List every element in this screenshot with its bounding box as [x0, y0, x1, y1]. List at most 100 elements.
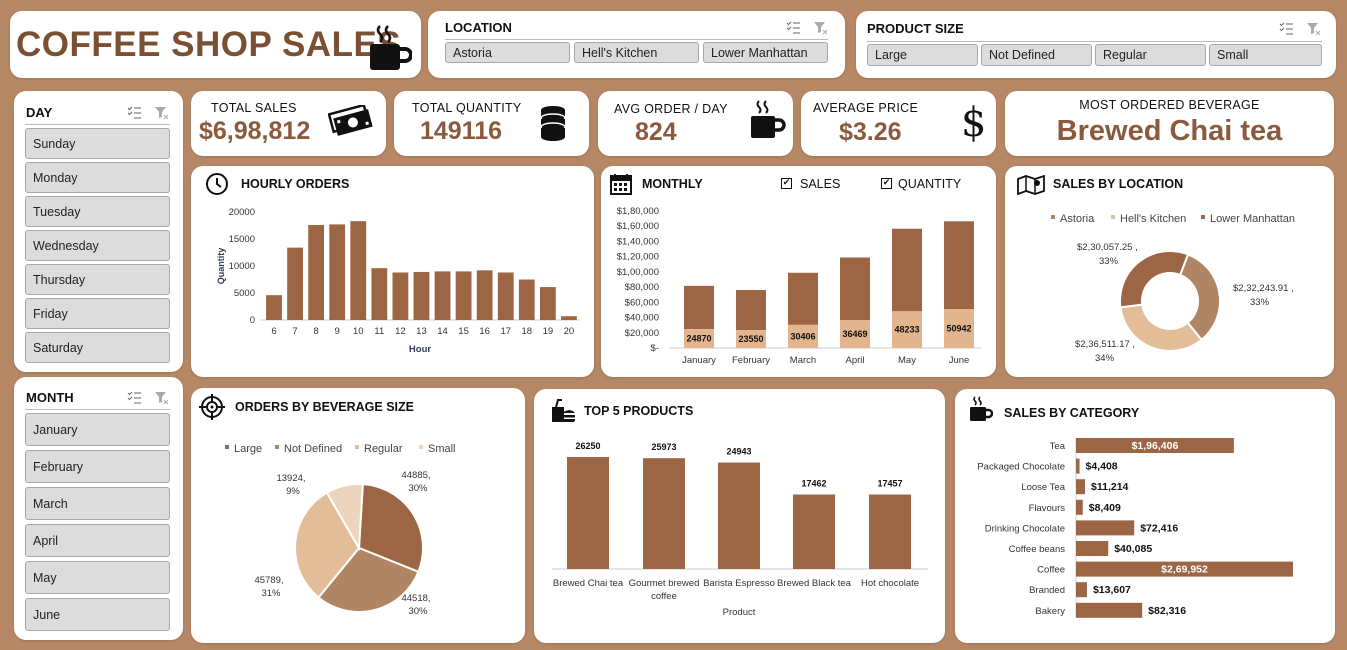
- pie-slice: [294, 491, 361, 599]
- panel-title: SALES BY LOCATION: [1053, 177, 1184, 191]
- location-option-lower-manhattan[interactable]: Lower Manhattan: [703, 42, 828, 63]
- kpi-total-quantity: TOTAL QUANTITY 149116: [394, 91, 589, 156]
- month-option[interactable]: January: [25, 413, 170, 446]
- data-label: 44518,: [401, 593, 430, 604]
- size-option-not-defined[interactable]: Not Defined: [981, 44, 1092, 66]
- hourly-bar: [371, 268, 388, 320]
- hourly-bar: [518, 279, 535, 320]
- quantity-checkbox[interactable]: ✔: [881, 178, 892, 189]
- clear-filter-icon[interactable]: [1306, 21, 1321, 40]
- x-tick-label: 11: [374, 326, 384, 337]
- x-tick-label: Brewed Chai tea: [553, 578, 624, 589]
- x-tick-label: 14: [437, 326, 448, 337]
- kpi-avg-order: AVG ORDER / DAY 824: [598, 91, 793, 156]
- data-label: 30%: [408, 606, 428, 617]
- x-tick-label: April: [845, 355, 864, 366]
- orders-by-size-chart: Large Not Defined Regular Small 44885, 30% 445…: [225, 443, 456, 617]
- day-option[interactable]: Saturday: [25, 332, 170, 363]
- y-tick-label: Flavours: [1029, 503, 1066, 514]
- multi-select-icon[interactable]: [786, 20, 801, 39]
- y-tick-label: 5000: [234, 288, 255, 299]
- month-option[interactable]: May: [25, 561, 170, 594]
- clear-filter-icon[interactable]: [813, 20, 828, 39]
- kpi-avg-price: AVERAGE PRICE $3.26 $: [801, 91, 996, 156]
- day-option[interactable]: Friday: [25, 298, 170, 329]
- quantity-bar: [892, 311, 922, 348]
- hourly-bar: [455, 271, 472, 320]
- x-tick-label: February: [732, 355, 770, 366]
- month-option[interactable]: April: [25, 524, 170, 557]
- data-label: 44885,: [401, 470, 430, 481]
- y-tick-label: Coffee: [1037, 565, 1065, 576]
- hourly-bar: [476, 270, 493, 320]
- kpi-value: $6,98,812: [199, 117, 311, 145]
- size-option-large[interactable]: Large: [867, 44, 978, 66]
- day-slicer: DAY Sunday Monday Tuesday Wednesday Thur…: [14, 91, 183, 372]
- pie-slice: [357, 483, 424, 574]
- category-bar: [1076, 479, 1086, 495]
- data-label: $4,408: [1086, 461, 1118, 473]
- clear-filter-icon[interactable]: [154, 390, 169, 409]
- category-bar: [1076, 602, 1143, 618]
- quantity-data-label: 48233: [894, 325, 919, 335]
- day-option[interactable]: Wednesday: [25, 230, 170, 261]
- category-bar: [1076, 458, 1080, 474]
- x-tick-label: March: [790, 355, 816, 366]
- month-option[interactable]: February: [25, 450, 170, 483]
- multi-select-icon[interactable]: [1279, 21, 1294, 40]
- quantity-bar: [788, 324, 818, 348]
- location-option-hells-kitchen[interactable]: Hell's Kitchen: [574, 42, 699, 63]
- data-label: 33%: [1099, 256, 1119, 267]
- legend-label: Large: [234, 443, 262, 455]
- database-icon: [540, 105, 566, 147]
- sales-checkbox[interactable]: ✔: [781, 178, 792, 189]
- hourly-bar: [392, 272, 409, 320]
- day-option[interactable]: Monday: [25, 162, 170, 193]
- product-size-slicer-label: PRODUCT SIZE: [867, 21, 964, 36]
- clear-filter-icon[interactable]: [154, 105, 169, 124]
- category-bar: [1076, 561, 1293, 577]
- orders-by-size-panel: ORDERS BY BEVERAGE SIZE Large Not Defined…: [191, 388, 525, 643]
- page-title: COFFEE SHOP SALES: [16, 25, 402, 64]
- legend-label: Regular: [364, 443, 403, 455]
- sales-by-location-panel: SALES BY LOCATION Astoria Hell's Kitchen L…: [1005, 166, 1334, 377]
- quantity-bar: [944, 309, 974, 348]
- month-option[interactable]: March: [25, 487, 170, 520]
- x-tick-label: Gourmet brewed: [629, 578, 700, 589]
- kpi-value: 149116: [420, 117, 503, 145]
- location-option-astoria[interactable]: Astoria: [445, 42, 570, 63]
- data-label: $72,416: [1140, 522, 1178, 534]
- day-option[interactable]: Thursday: [25, 264, 170, 295]
- category-bar: [1076, 541, 1109, 556]
- x-tick-label: 9: [335, 326, 340, 337]
- panel-title: SALES BY CATEGORY: [1004, 406, 1140, 420]
- quantity-data-label: 23550: [738, 334, 763, 344]
- x-tick-label: June: [949, 355, 970, 366]
- month-slicer-label: MONTH: [26, 390, 74, 405]
- panel-title: TOP 5 PRODUCTS: [584, 404, 694, 418]
- coffee-cup-icon: [368, 23, 413, 75]
- kpi-most-ordered: MOST ORDERED BEVERAGE Brewed Chai tea: [1005, 91, 1334, 156]
- month-option[interactable]: June: [25, 598, 170, 631]
- day-option[interactable]: Tuesday: [25, 196, 170, 227]
- size-option-small[interactable]: Small: [1209, 44, 1322, 66]
- hourly-bar: [350, 221, 367, 320]
- x-tick-label: 10: [353, 326, 364, 337]
- day-option[interactable]: Sunday: [25, 128, 170, 159]
- hourly-bar: [497, 272, 514, 320]
- kpi-label: AVG ORDER / DAY: [614, 102, 728, 116]
- legend-swatch: [1111, 215, 1115, 219]
- legend-swatch: [225, 445, 229, 449]
- x-tick-label: Brewed Black tea: [777, 578, 852, 589]
- multi-select-icon[interactable]: [127, 390, 142, 409]
- legend-swatch: [419, 445, 423, 449]
- data-label: 9%: [286, 486, 300, 497]
- legend-label: Hell's Kitchen: [1120, 213, 1186, 225]
- day-slicer-label: DAY: [26, 105, 53, 120]
- size-option-regular[interactable]: Regular: [1095, 44, 1206, 66]
- data-label: $40,085: [1114, 543, 1152, 555]
- kpi-label: TOTAL QUANTITY: [412, 101, 522, 115]
- sales-bar: [736, 290, 766, 331]
- multi-select-icon[interactable]: [127, 105, 142, 124]
- panel-title: ORDERS BY BEVERAGE SIZE: [235, 400, 414, 414]
